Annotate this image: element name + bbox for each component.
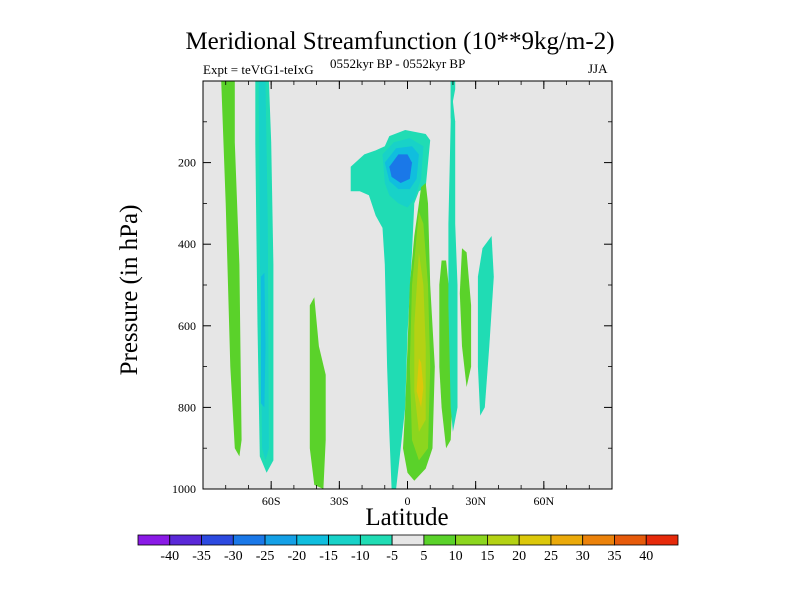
x-tick-label: 0 — [405, 494, 411, 508]
contour-sh-negative-column-core — [260, 272, 266, 408]
colorbar-label: -10 — [351, 549, 370, 564]
period-label: 0552kyr BP - 0552kyr BP — [330, 56, 466, 71]
y-tick-label: 800 — [178, 400, 196, 414]
experiment-label: Expt = teVtG1-teIxG — [203, 62, 314, 77]
colorbar-swatch — [550, 534, 584, 546]
x-tick-label: 30N — [465, 494, 486, 508]
colorbar-swatch — [518, 534, 552, 546]
colorbar-label: -20 — [287, 549, 306, 564]
colorbar-label: 20 — [512, 549, 526, 564]
colorbar-swatch — [359, 534, 393, 546]
y-tick-label: 1000 — [172, 482, 196, 496]
colorbar-swatch — [201, 534, 234, 546]
colorbar-swatch — [582, 534, 615, 546]
colorbar-swatch — [455, 534, 488, 546]
y-tick-label: 400 — [178, 237, 196, 251]
colorbar-label: -40 — [160, 549, 179, 564]
colorbar-label: 35 — [607, 549, 621, 564]
colorbar-swatch — [614, 534, 647, 546]
colorbar-label: -35 — [192, 549, 211, 564]
colorbar-label: 40 — [639, 549, 653, 564]
colorbar-swatch — [296, 534, 329, 546]
colorbar-swatch — [645, 534, 679, 546]
colorbar-swatch — [391, 534, 425, 546]
colorbar: -40 -35 -30 -25 -20 -15 -10 -5 5 10 15 20 25 30 35 40 — [137, 534, 679, 564]
contour-sh-midlat-positive-cell — [309, 297, 326, 489]
chart-title: Meridional Streamfunction (10**9kg/m-2) — [185, 28, 615, 55]
colorbar-label: 25 — [544, 549, 558, 564]
axis-ticks: 60S 30S 0 30N 60N 200 400 600 800 1000 — [172, 81, 613, 508]
contour-tropical-positive-cell-core — [416, 358, 424, 408]
x-tick-label: 60S — [262, 494, 281, 508]
colorbar-swatch — [232, 534, 266, 546]
colorbar-swatch — [264, 534, 298, 546]
contour-tropical-negative-cell-outer — [350, 130, 431, 489]
colorbar-swatch — [137, 534, 171, 546]
colorbar-label: 5 — [420, 549, 427, 564]
colorbar-label: 15 — [480, 549, 494, 564]
x-tick-label: 60N — [533, 494, 554, 508]
contour-tropical-negative-cell-ring4 — [389, 154, 412, 183]
y-tick-label: 600 — [178, 319, 196, 333]
season-label: JJA — [588, 61, 608, 76]
contour-nh-positive-cell-c — [459, 248, 472, 387]
contour-nh-upper-negative-strip — [450, 81, 456, 126]
colorbar-swatch — [423, 534, 457, 546]
x-tick-label: 30S — [330, 494, 349, 508]
contour-sh-polar-positive-band — [221, 81, 242, 457]
colorbar-label: -5 — [386, 549, 398, 564]
contour-nh-negative-cell-b — [448, 81, 458, 432]
colorbar-swatch — [169, 534, 202, 546]
colorbar-swatch — [487, 534, 520, 546]
colorbar-label: -30 — [224, 549, 243, 564]
colorbar-label: 10 — [449, 549, 463, 564]
colorbar-label: -25 — [256, 549, 275, 564]
contour-nh-negative-cell-d — [477, 236, 494, 416]
contour-regions — [221, 81, 494, 489]
y-tick-label: 200 — [178, 156, 196, 170]
colorbar-swatch — [328, 534, 361, 546]
colorbar-label: 30 — [576, 549, 590, 564]
x-axis-label: Latitude — [365, 504, 449, 531]
colorbar-label: -15 — [319, 549, 338, 564]
